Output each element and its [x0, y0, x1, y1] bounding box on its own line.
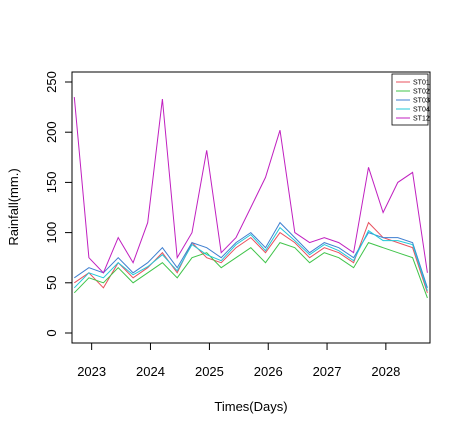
legend-label-st02: ST02 — [413, 89, 430, 96]
x-tick-label: 2025 — [195, 364, 224, 379]
series-line-st02 — [73, 241, 428, 299]
x-tick-label: 2028 — [371, 364, 400, 379]
series-line-st12 — [73, 97, 428, 274]
x-tick-label: 2024 — [136, 364, 165, 379]
y-tick-label: 50 — [44, 276, 59, 290]
series-line-st01 — [74, 221, 428, 293]
x-axis: 2023 2024 2025 2026 2027 2028 — [77, 343, 400, 379]
y-tick-label: 150 — [44, 172, 59, 194]
x-tick-label: 2027 — [313, 364, 342, 379]
y-tick-label: 100 — [44, 222, 59, 244]
y-tick-label: 0 — [44, 329, 59, 336]
x-tick-label: 2023 — [77, 364, 106, 379]
y-axis: 0 50 100 150 200 250 — [44, 71, 72, 337]
series-layer — [73, 97, 428, 299]
legend-label-st12: ST12 — [413, 116, 430, 123]
x-axis-title: Times(Days) — [214, 399, 287, 414]
x-tick-label: 2026 — [254, 364, 283, 379]
legend-label-st01: ST01 — [413, 80, 430, 87]
series-line-st04 — [73, 226, 428, 291]
series-line-st03 — [74, 221, 428, 288]
y-axis-title: Rainfall(mm.) — [6, 168, 21, 245]
legend-label-st04: ST04 — [413, 107, 430, 114]
y-tick-label: 250 — [44, 71, 59, 93]
legend: ST01 ST02 ST03 ST04 ST12 — [391, 73, 430, 126]
plot-frame — [71, 71, 431, 344]
y-tick-label: 200 — [44, 121, 59, 143]
legend-label-st03: ST03 — [413, 98, 430, 105]
